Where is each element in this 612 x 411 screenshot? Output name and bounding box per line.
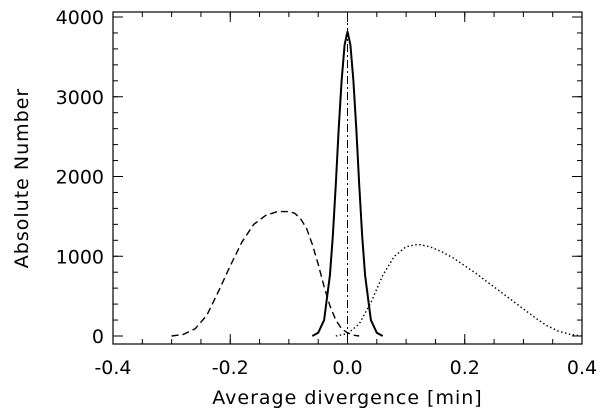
y-tick-label: 1000 [56,246,104,268]
x-tick-label: -0.4 [94,357,131,379]
y-tick-label: 4000 [56,7,104,29]
y-tick-label: 3000 [56,87,104,109]
y-axis-label: Absolute Number [11,88,33,268]
y-tick-label: 0 [92,326,104,348]
chart-marks [171,31,583,337]
x-tick-label: -0.2 [212,357,249,379]
axis-ticks: -0.4 -0.2 0.0 0.2 0.4 0 1000 2000 3000 4000 [56,7,597,379]
x-tick-label: 0.0 [332,357,362,379]
x-tick-label: 0.2 [450,357,480,379]
series-dashed-line [171,210,360,337]
y-tick-label: 2000 [56,167,104,189]
series-dotted-line [335,243,583,337]
x-axis-label: Average divergence [min] [212,387,482,409]
x-tick-label: 0.4 [567,357,597,379]
